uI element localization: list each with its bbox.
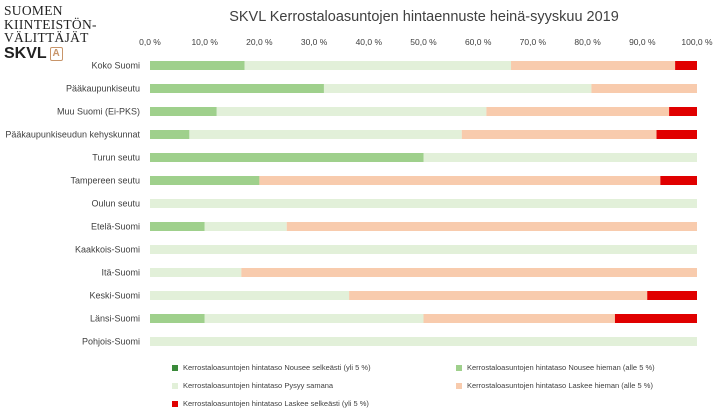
bar-segment	[591, 84, 697, 93]
bar-segment	[189, 130, 462, 139]
bar-segment	[150, 268, 242, 277]
bar-segment	[669, 107, 697, 116]
bar-segment	[150, 337, 697, 346]
bar-segment	[259, 176, 661, 185]
bar-segment	[511, 61, 676, 70]
logo-brand-text: SKVL	[4, 44, 47, 62]
bar-segment	[349, 291, 648, 300]
bar-segment	[461, 130, 657, 139]
x-tick-label: 100,0 %	[681, 37, 713, 47]
bar-segment	[150, 153, 424, 162]
x-tick-label: 50,0 %	[410, 37, 437, 47]
logo-line-1: SUOMEN	[4, 3, 63, 18]
bar-segment	[323, 84, 592, 93]
bar-segment	[150, 245, 697, 254]
bar-segment	[150, 107, 217, 116]
bar-segment	[675, 61, 697, 70]
x-tick-label: 40,0 %	[356, 37, 383, 47]
y-category-label: Muu Suomi (Ei-PKS)	[57, 107, 140, 117]
y-category-label: Pääkaupunkiseudun kehyskunnat	[5, 130, 140, 140]
x-tick-label: 30,0 %	[301, 37, 328, 47]
bar-segment	[660, 176, 697, 185]
bar-segment	[150, 176, 260, 185]
x-tick-label: 90,0 %	[629, 37, 656, 47]
y-category-label: Itä-Suomi	[101, 268, 140, 278]
bar-segment	[286, 222, 697, 231]
y-category-label: Pohjois-Suomi	[82, 337, 140, 347]
y-category-label: Kaakkois-Suomi	[75, 245, 140, 255]
x-tick-label: 80,0 %	[574, 37, 601, 47]
y-category-label: Länsi-Suomi	[90, 314, 140, 324]
logo-badge-icon: A	[49, 46, 63, 61]
x-tick-label: 0,0 %	[139, 37, 161, 47]
logo-line-2: KIINTEISTÖN-	[4, 16, 97, 32]
bar-segment	[244, 61, 512, 70]
y-category-label: Keski-Suomi	[89, 291, 140, 301]
bar-segment	[423, 314, 615, 323]
bar-segment	[150, 291, 350, 300]
bar-segment	[150, 222, 205, 231]
bar-segment	[150, 314, 205, 323]
bar-segment	[150, 130, 190, 139]
x-tick-label: 60,0 %	[465, 37, 492, 47]
x-tick-label: 70,0 %	[520, 37, 547, 47]
y-category-label: Pääkaupunkiseutu	[66, 84, 140, 94]
bar-segment	[216, 107, 487, 116]
x-tick-label: 20,0 %	[246, 37, 273, 47]
bar-segment	[614, 314, 697, 323]
bar-segment	[656, 130, 697, 139]
logo-line-3: VÄLITTÄJÄT	[4, 30, 89, 45]
bar-segment	[647, 291, 697, 300]
chart-title: SKVL Kerrostaloasuntojen hintaennuste he…	[229, 9, 619, 25]
y-category-label: Etelä-Suomi	[91, 222, 140, 232]
bar-segment	[241, 268, 697, 277]
logo-brand: SKVL A	[4, 44, 104, 62]
bar-segment	[150, 84, 324, 93]
y-category-label: Tampereen seutu	[70, 176, 140, 186]
y-category-label: Oulun seutu	[91, 199, 140, 209]
bar-segment	[204, 314, 424, 323]
skvl-logo: SUOMEN KIINTEISTÖN- VÄLITTÄJÄT SKVL A	[4, 4, 104, 62]
bar-segment	[423, 153, 697, 162]
y-category-label: Turun seutu	[92, 153, 140, 163]
bar-segment	[486, 107, 670, 116]
bar-segment	[204, 222, 287, 231]
bar-segment	[150, 61, 245, 70]
y-category-label: Koko Suomi	[91, 61, 140, 71]
bar-segment	[150, 199, 697, 208]
x-tick-label: 10,0 %	[191, 37, 218, 47]
